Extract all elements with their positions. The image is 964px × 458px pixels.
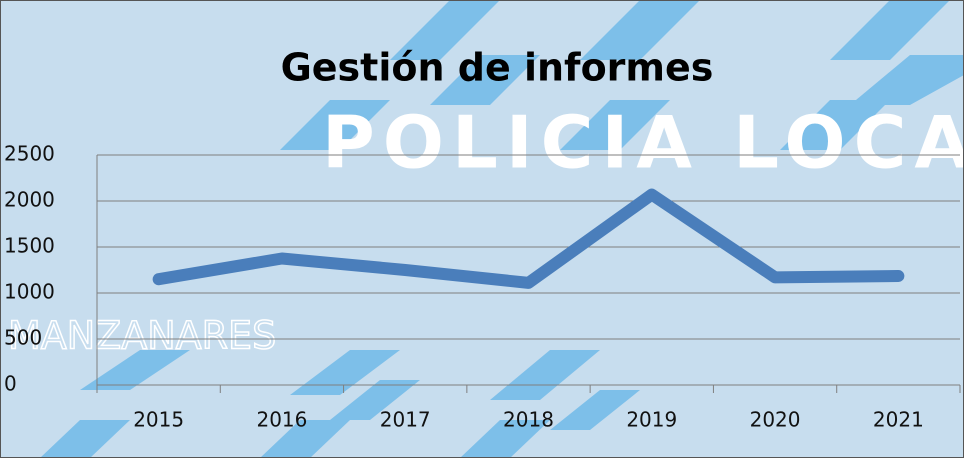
x-tick-label: 2018 [503,408,554,432]
chart-title: Gestión de informes [281,46,714,90]
background-stripes [40,0,964,458]
y-tick-label: 2500 [4,142,55,166]
y-tick-label: 0 [4,372,17,396]
x-tick-label: 2015 [133,408,184,432]
watermark: MANZANARES [8,314,276,358]
x-tick-label: 2021 [873,408,924,432]
y-tick-label: 1000 [4,280,55,304]
x-tick-label: 2016 [256,408,307,432]
x-tick-label: 2019 [626,408,677,432]
x-tick-label: 2017 [380,408,431,432]
y-tick-label: 2000 [4,188,55,212]
line-series [152,188,905,289]
y-tick-label: 500 [4,326,42,350]
y-tick-label: 1500 [4,234,55,258]
watermark: POLICIA LOCAL [322,101,964,185]
x-tick-label: 2020 [750,408,801,432]
